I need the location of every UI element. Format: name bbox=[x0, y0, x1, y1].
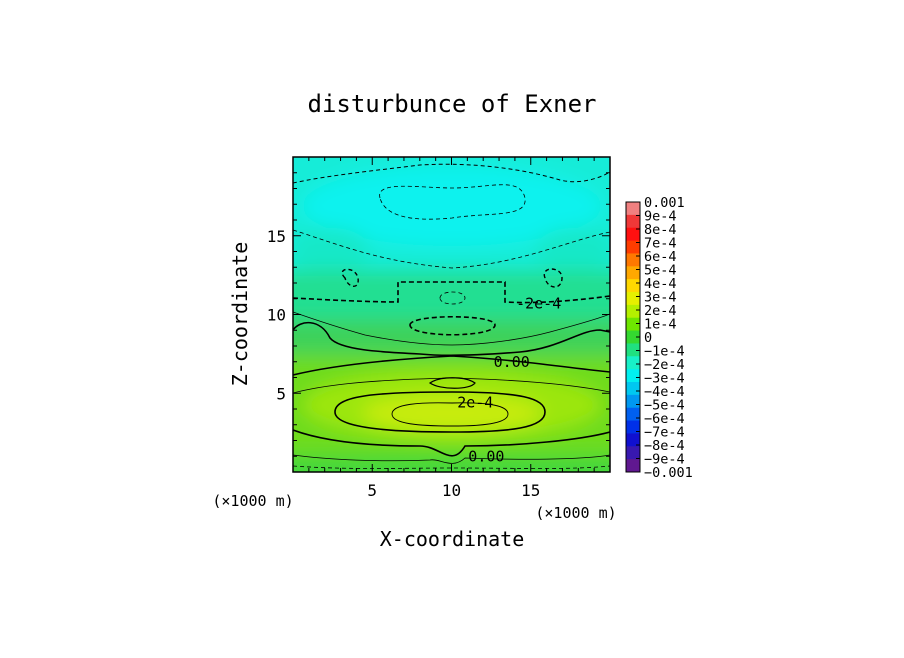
contour-label: -2e-4 bbox=[516, 294, 561, 312]
x-axis-label: X-coordinate bbox=[380, 527, 525, 551]
colorbar-label: 3e-4 bbox=[644, 290, 677, 306]
colorbar-swatch bbox=[626, 382, 640, 396]
colorbar-swatch bbox=[626, 240, 640, 254]
colorbar-swatch bbox=[626, 356, 640, 370]
contour-line bbox=[293, 465, 610, 469]
x-tick-label: 10 bbox=[442, 481, 461, 500]
contour-lines bbox=[293, 163, 610, 469]
colorbar-swatch bbox=[626, 459, 640, 473]
contour-line bbox=[293, 311, 610, 346]
contour-line bbox=[293, 321, 610, 357]
colorbar-swatch bbox=[626, 330, 640, 344]
colorbar-swatch bbox=[626, 446, 640, 460]
x-unit-left: (×1000 m) bbox=[212, 492, 293, 510]
colorbar-label: 2e-4 bbox=[644, 303, 677, 319]
contour-line bbox=[293, 454, 610, 464]
colorbar-label: 7e-4 bbox=[644, 236, 677, 252]
colorbar-swatch bbox=[626, 202, 640, 216]
colorbar-label: 0 bbox=[644, 330, 652, 346]
y-axis-label: Z-coordinate bbox=[228, 242, 252, 387]
colorbar-label: 0.001 bbox=[644, 195, 685, 211]
contour-label: 2e-4 bbox=[457, 394, 493, 412]
colorbar-label: −1e-4 bbox=[644, 344, 685, 360]
contour-line bbox=[293, 429, 610, 457]
y-tick-labels: 5 10 15 bbox=[267, 227, 286, 404]
colorbar-swatch bbox=[626, 279, 640, 293]
colorbar-swatch bbox=[626, 304, 640, 319]
contour-line bbox=[293, 163, 610, 184]
colorbar-label: −0.001 bbox=[644, 465, 693, 481]
colorbar-label: −7e-4 bbox=[644, 425, 685, 441]
colorbar: 0.0019e-48e-47e-46e-45e-44e-43e-42e-41e-… bbox=[625, 195, 693, 481]
contour-line bbox=[293, 229, 610, 269]
tick-marks bbox=[293, 157, 610, 472]
contour-label: 0.00 bbox=[468, 447, 504, 465]
colorbar-label: 1e-4 bbox=[644, 317, 677, 333]
colorbar-swatch bbox=[626, 253, 640, 267]
x-tick-label: 15 bbox=[521, 481, 540, 500]
colorbar-swatch bbox=[626, 266, 640, 280]
colorbar-label: 8e-4 bbox=[644, 222, 677, 238]
colorbar-swatch bbox=[626, 407, 640, 422]
colorbar-swatch bbox=[626, 433, 640, 447]
colorbar-label: −6e-4 bbox=[644, 411, 685, 427]
colorbar-swatch bbox=[626, 343, 640, 357]
contour-label: 0.00 bbox=[494, 353, 530, 371]
colorbar-label: −3e-4 bbox=[644, 371, 685, 387]
contour-line bbox=[293, 377, 610, 394]
plot-area: -2e-4 0.00 2e-4 0.00 bbox=[292, 156, 611, 473]
colorbar-label: −9e-4 bbox=[644, 452, 685, 468]
contour-line bbox=[293, 355, 610, 376]
colorbar-label: −5e-4 bbox=[644, 398, 685, 414]
contour-labels: -2e-4 0.00 2e-4 0.00 bbox=[457, 294, 561, 465]
colorbar-swatch bbox=[626, 369, 640, 383]
colorbar-label: −8e-4 bbox=[644, 438, 685, 454]
colorbar-swatch bbox=[626, 317, 640, 332]
contour-line bbox=[428, 377, 476, 389]
colorbar-label: −4e-4 bbox=[644, 384, 685, 400]
colorbar-label: 5e-4 bbox=[644, 263, 677, 279]
contour-line bbox=[543, 268, 563, 288]
colorbar-label: 6e-4 bbox=[644, 249, 677, 265]
contour-line bbox=[334, 391, 546, 433]
contour-line bbox=[439, 291, 466, 305]
colorbar-label: −2e-4 bbox=[644, 357, 685, 373]
contour-line bbox=[341, 268, 359, 287]
contour-line bbox=[293, 281, 610, 304]
colorbar-swatch bbox=[626, 292, 640, 306]
x-tick-labels: 5 10 15 bbox=[367, 481, 540, 500]
y-tick-label: 15 bbox=[267, 227, 286, 246]
colorbar-swatch bbox=[626, 227, 640, 242]
chart-title: disturbunce of Exner bbox=[308, 90, 597, 118]
contour-line bbox=[391, 402, 509, 427]
x-tick-label: 5 bbox=[367, 481, 377, 500]
contour-line bbox=[409, 316, 496, 336]
y-tick-label: 5 bbox=[276, 384, 286, 403]
colorbar-swatch bbox=[626, 394, 640, 409]
colorbar-swatch bbox=[626, 214, 640, 229]
colorbar-label: 9e-4 bbox=[644, 209, 677, 225]
colorbar-label: 4e-4 bbox=[644, 276, 677, 292]
colorbar-swatch bbox=[626, 420, 640, 434]
y-tick-label: 10 bbox=[267, 306, 286, 325]
x-unit-right: (×1000 m) bbox=[535, 504, 616, 522]
